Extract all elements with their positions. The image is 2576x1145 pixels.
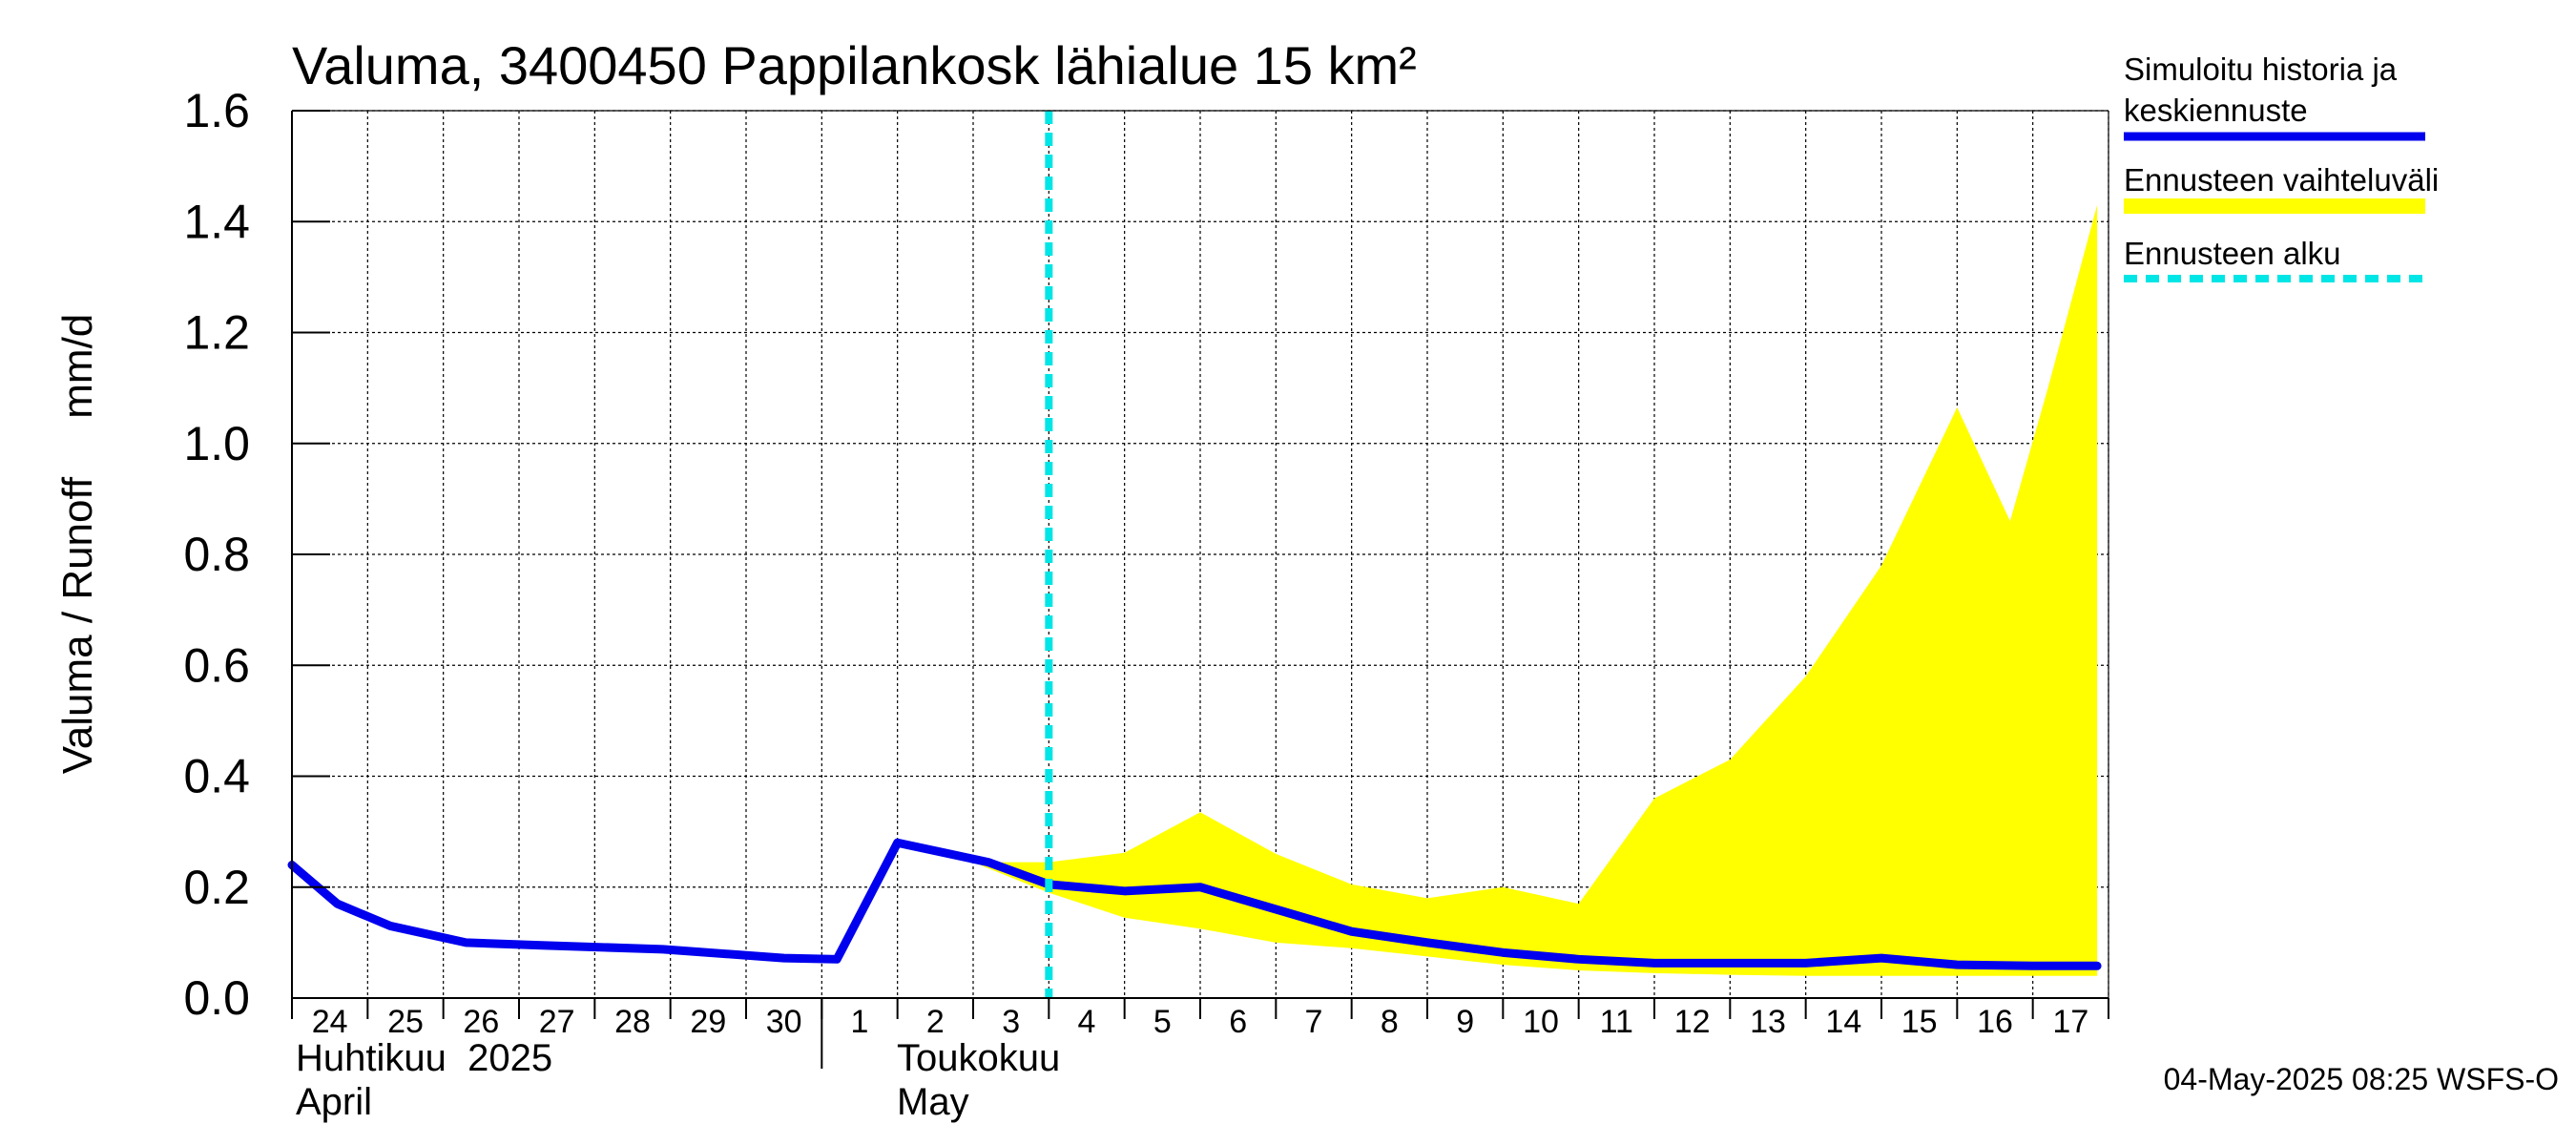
xtick-label: 25 [387, 1004, 424, 1040]
ytick-label: 0.4 [183, 750, 250, 803]
ytick-label: 1.4 [183, 195, 250, 248]
month-label-may-line2: May [897, 1081, 969, 1123]
xtick-label: 5 [1153, 1004, 1172, 1040]
ytick-label: 0.2 [183, 861, 250, 914]
forecast-range-band [973, 204, 2098, 976]
xtick-label: 8 [1381, 1004, 1399, 1040]
legend: Simuloitu historia ja keskiennuste Ennus… [2124, 52, 2439, 282]
ytick-label: 1.2 [183, 306, 250, 360]
xtick-label: 10 [1523, 1004, 1559, 1040]
xtick-label: 15 [1901, 1004, 1938, 1040]
ytick-label: 0.8 [183, 528, 250, 581]
xtick-label: 26 [463, 1004, 499, 1040]
legend-label-history-line2: keskiennuste [2124, 93, 2308, 128]
ytick-label: 0.6 [183, 638, 250, 692]
xtick-label: 4 [1078, 1004, 1096, 1040]
xtick-label: 6 [1229, 1004, 1247, 1040]
footer-timestamp: 04-May-2025 08:25 WSFS-O [2164, 1062, 2559, 1096]
xtick-label: 28 [614, 1004, 651, 1040]
legend-label-forecast-start: Ennusteen alku [2124, 236, 2341, 271]
xtick-label: 29 [690, 1004, 726, 1040]
xtick-label: 17 [2052, 1004, 2088, 1040]
xtick-label: 9 [1456, 1004, 1474, 1040]
xtick-label: 3 [1002, 1004, 1020, 1040]
xtick-label: 30 [766, 1004, 802, 1040]
ytick-label: 0.0 [183, 971, 250, 1025]
xtick-label: 24 [312, 1004, 348, 1040]
xtick-label: 11 [1600, 1004, 1633, 1040]
forecast-range-area [973, 204, 2098, 976]
x-tick-labels: 24 25 26 27 28 29 30 1 2 3 4 5 6 7 8 9 10 11 12 13 14 15 16 17 [312, 1004, 2088, 1040]
chart-title: Valuma, 3400450 Pappilankosk lähialue 15… [292, 35, 1417, 95]
y-axis-label: Valuma / Runoff mm/d [54, 314, 101, 775]
ytick-label: 1.6 [183, 84, 250, 137]
month-label-april-line2: April [296, 1081, 372, 1123]
legend-label-history-line1: Simuloitu historia ja [2124, 52, 2398, 87]
series-line-history-forecast [287, 838, 2102, 970]
y-tick-labels: 0.0 0.2 0.4 0.6 0.8 1.0 1.2 1.4 1.6 [183, 84, 250, 1025]
xtick-label: 7 [1305, 1004, 1323, 1040]
xtick-label: 14 [1825, 1004, 1861, 1040]
xtick-label: 1 [851, 1004, 869, 1040]
xtick-label: 27 [539, 1004, 575, 1040]
xtick-label: 12 [1674, 1004, 1711, 1040]
xtick-label: 2 [926, 1004, 945, 1040]
axes [291, 110, 2109, 1069]
xtick-label: 13 [1750, 1004, 1786, 1040]
legend-label-range: Ennusteen vaihteluväli [2124, 162, 2439, 198]
history-and-forecast-line [287, 838, 2102, 970]
ytick-label: 1.0 [183, 417, 250, 470]
month-label-may-line1: Toukokuu [897, 1037, 1060, 1079]
month-label-april-line1: Huhtikuu 2025 [296, 1037, 552, 1079]
xtick-label: 16 [1977, 1004, 2013, 1040]
